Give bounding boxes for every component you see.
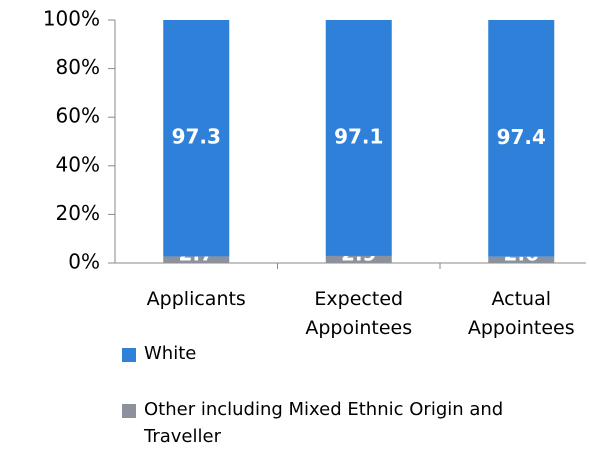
data-label: 97.3	[172, 125, 221, 149]
bar-segment	[163, 256, 230, 263]
y-tick-label: 100%	[43, 7, 100, 31]
legend-swatch	[122, 348, 136, 362]
data-label: 97.4	[497, 125, 546, 149]
bar-segment	[488, 20, 555, 257]
x-tick-label: Applicants	[146, 288, 246, 310]
y-tick-label: 60%	[56, 104, 100, 128]
bar-segment	[325, 20, 392, 256]
y-tick-label: 0%	[68, 250, 100, 274]
x-tick-label: Expected Appointees	[305, 288, 413, 339]
y-tick-label: 20%	[56, 201, 100, 225]
legend-entry: White	[122, 340, 562, 367]
y-tick-label: 40%	[56, 152, 100, 176]
legend-entry: Other including Mixed Ethnic Origin and …	[122, 396, 562, 450]
data-label: 97.1	[334, 124, 383, 148]
bar-segment	[488, 256, 555, 263]
bar-segment	[163, 20, 230, 257]
y-tick-label: 80%	[56, 55, 100, 79]
legend-swatch	[122, 404, 136, 418]
x-tick-label: Actual Appointees	[467, 288, 575, 339]
bar-segment	[325, 255, 392, 263]
